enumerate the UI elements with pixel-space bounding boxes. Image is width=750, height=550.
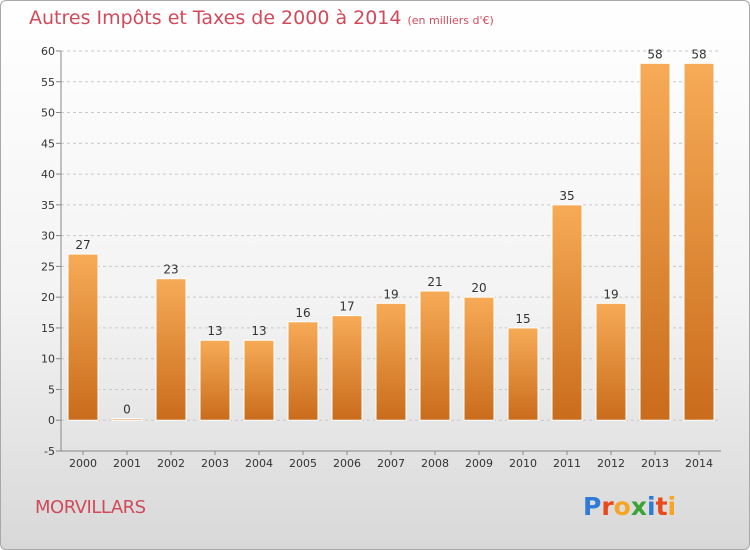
logo-letter: t — [655, 492, 668, 521]
bar — [683, 62, 715, 421]
bar — [595, 302, 627, 421]
x-tick-label: 2009 — [465, 457, 493, 470]
bar-value-label: 13 — [207, 324, 222, 338]
logo-letter: r — [601, 492, 614, 521]
bar — [551, 204, 583, 421]
bar-value-label: 58 — [647, 47, 662, 61]
bar-value-label: 27 — [75, 238, 90, 252]
bar-value-label: 19 — [603, 287, 618, 301]
x-tick-label: 2010 — [509, 457, 537, 470]
y-tick-label: 45 — [41, 137, 55, 150]
y-tick-label: -5 — [44, 445, 55, 458]
bar-value-label: 58 — [691, 47, 706, 61]
y-tick-label: 5 — [48, 383, 55, 396]
chart-title-text: Autres Impôts et Taxes de 2000 à 2014 — [29, 7, 402, 29]
y-tick-label: 40 — [41, 168, 55, 181]
proxiti-logo: Proxiti — [583, 492, 676, 521]
x-tick-label: 2007 — [377, 457, 405, 470]
y-tick-label: 30 — [41, 230, 55, 243]
y-tick-label: 20 — [41, 291, 55, 304]
bar-layer — [67, 62, 715, 421]
x-tick-label: 2004 — [245, 457, 273, 470]
bar — [419, 290, 451, 421]
logo-letter: i — [667, 492, 677, 521]
y-tick-label: 0 — [48, 414, 55, 427]
bar — [199, 339, 231, 421]
x-tick-label: 2006 — [333, 457, 361, 470]
y-tick-label: 15 — [41, 322, 55, 335]
bar — [463, 296, 495, 421]
x-tick-label: 2013 — [641, 457, 669, 470]
bar — [331, 315, 363, 421]
bar-value-label: 13 — [251, 324, 266, 338]
x-tick-label: 2001 — [113, 457, 141, 470]
y-tick-label: 25 — [41, 260, 55, 273]
y-tick-label: 50 — [41, 107, 55, 120]
bar-value-label: 20 — [471, 281, 486, 295]
bar-value-label: 21 — [427, 275, 442, 289]
bar — [111, 418, 143, 421]
bar-value-label: 0 — [123, 403, 131, 417]
bar-value-label: 19 — [383, 287, 398, 301]
bar-value-label: 17 — [339, 300, 354, 314]
logo-letter: x — [630, 492, 647, 521]
bar — [243, 339, 275, 421]
x-tick-label: 2005 — [289, 457, 317, 470]
y-tick-label: 55 — [41, 76, 55, 89]
bar-value-label: 16 — [295, 306, 310, 320]
chart-subtitle: (en milliers d'€) — [407, 14, 494, 27]
bar-value-label: 23 — [163, 263, 178, 277]
bar — [67, 253, 99, 421]
bar-value-label: 15 — [515, 312, 530, 326]
x-tick-label: 2012 — [597, 457, 625, 470]
chart-title: Autres Impôts et Taxes de 2000 à 2014 (en… — [29, 7, 494, 29]
bar — [375, 302, 407, 421]
label-layer: -5 0 5 10 15 20 25 30 35 40 45 50 55 60 27 2000 0 2001 23 2… — [41, 45, 713, 470]
logo-letter: P — [583, 492, 602, 521]
logo-letter: i — [647, 492, 656, 521]
x-tick-label: 2011 — [553, 457, 581, 470]
x-tick-label: 2014 — [685, 457, 713, 470]
x-tick-label: 2008 — [421, 457, 449, 470]
x-tick-label: 2003 — [201, 457, 229, 470]
bar-value-label: 35 — [559, 189, 574, 203]
y-tick-label: 10 — [41, 353, 55, 366]
bar — [507, 327, 539, 421]
logo-letter: o — [613, 492, 631, 521]
bar — [639, 62, 671, 421]
x-tick-label: 2000 — [69, 457, 97, 470]
y-tick-label: 60 — [41, 45, 55, 58]
bar — [155, 278, 187, 421]
commune-name: MORVILLARS — [35, 497, 146, 518]
y-tick-label: 35 — [41, 199, 55, 212]
bar — [287, 321, 319, 421]
x-tick-label: 2002 — [157, 457, 185, 470]
